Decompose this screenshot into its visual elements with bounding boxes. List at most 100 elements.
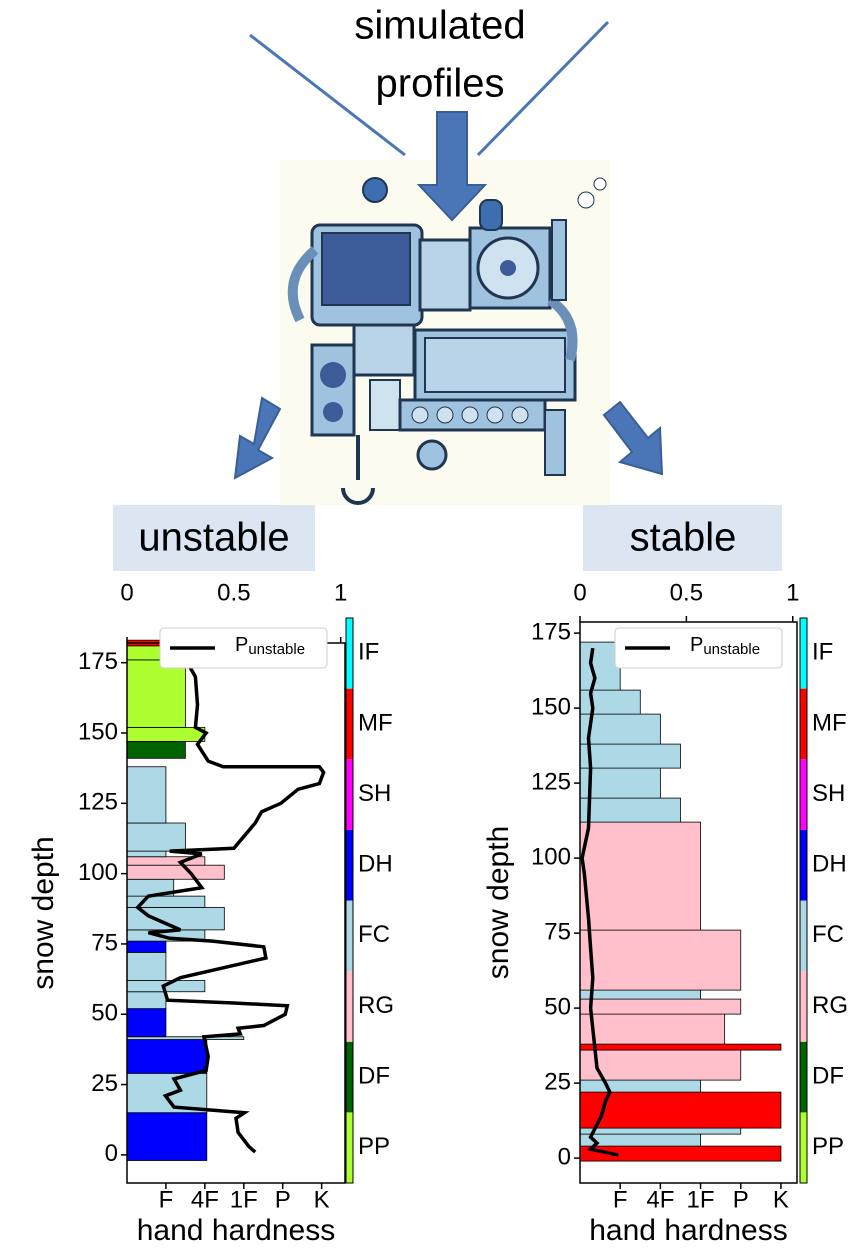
x-axis-label: hand hardness	[589, 1214, 788, 1247]
layer-bar	[579, 1127, 742, 1135]
colorbar-label: SH	[358, 780, 391, 807]
layer-bar	[126, 659, 186, 728]
legend-main: P	[690, 634, 703, 656]
layer-bar	[579, 998, 742, 1015]
y-axis-label: snow depth	[482, 826, 515, 979]
y-tick-label: 100	[78, 859, 118, 886]
y-tick-label: 100	[531, 843, 571, 870]
layer-bar	[579, 641, 621, 691]
arrow	[416, 111, 488, 222]
legend-main: P	[235, 634, 248, 656]
layer-bar	[126, 864, 225, 880]
colorbar-segment	[800, 900, 807, 972]
colorbar-frame	[799, 617, 808, 1184]
colorbar-label: MF	[358, 709, 393, 736]
x-tick-label: 1F	[230, 1186, 258, 1213]
colorbar-frame	[345, 617, 354, 1184]
layer-bar	[126, 951, 167, 981]
colorbar-label: DF	[358, 1062, 390, 1089]
layer-bar	[126, 991, 167, 1010]
colorbar-segment	[800, 829, 807, 901]
layer-bar	[579, 929, 742, 991]
colorbar-label: RG	[358, 992, 394, 1019]
colorbar-label: MF	[812, 709, 847, 736]
colorbar-label: FC	[812, 921, 844, 948]
x-tick-label: 1F	[687, 1186, 715, 1213]
x2-tick-label: 0	[120, 579, 133, 606]
x2-tick-label: 1	[786, 579, 799, 606]
layer-bar	[126, 1039, 208, 1074]
layer-bar	[579, 743, 681, 769]
layer-bar	[126, 741, 186, 759]
arrow	[602, 400, 664, 476]
colorbar-label: PP	[358, 1133, 390, 1160]
layer-bar	[579, 1049, 742, 1081]
colorbar-segment	[800, 1041, 807, 1113]
layer-bar	[126, 726, 206, 742]
colorbar-segment	[800, 971, 807, 1042]
colorbar-segment	[346, 900, 353, 972]
legend-label: Punstable	[235, 634, 305, 658]
x-tick-label: K	[773, 1186, 789, 1213]
layer-bar	[126, 940, 167, 953]
y-tick-label: 150	[531, 693, 571, 720]
title-box	[113, 505, 315, 571]
colorbar-segment	[346, 759, 353, 830]
chart-title: unstable	[138, 516, 289, 560]
title-line: profiles	[376, 62, 505, 106]
y-tick-label: 175	[531, 618, 571, 645]
x-tick-label: P	[733, 1186, 749, 1213]
y-axis-label: snow depth	[27, 836, 60, 989]
layer-bar	[579, 1091, 782, 1129]
colorbar-label: DF	[812, 1062, 844, 1089]
layer-bar	[579, 821, 701, 931]
x2-tick-label: 0	[573, 579, 586, 606]
y-tick-label: 150	[78, 718, 118, 745]
colorbar-label: PP	[812, 1133, 844, 1160]
colorbar-label: RG	[812, 992, 848, 1019]
arrow	[233, 396, 282, 480]
colorbar-label: FC	[358, 921, 390, 948]
x-tick-label: F	[159, 1186, 174, 1213]
y-tick-label: 175	[78, 648, 118, 675]
legend-sub: unstable	[248, 641, 305, 658]
y-tick-label: 50	[544, 993, 571, 1020]
x-tick-label: K	[314, 1186, 330, 1213]
colorbar-label: IF	[812, 639, 833, 666]
x2-tick-label: 0.5	[217, 579, 250, 606]
x-tick-label: F	[613, 1186, 628, 1213]
colorbar-segment	[800, 759, 807, 830]
pointer-line	[476, 20, 610, 157]
y-tick-label: 50	[91, 1000, 118, 1027]
layer-bar	[126, 850, 167, 858]
legend-label: Punstable	[690, 634, 760, 658]
colorbar-segment	[346, 1041, 353, 1113]
x-tick-label: P	[275, 1186, 291, 1213]
colorbar-segment	[346, 971, 353, 1042]
layer-bar	[579, 1013, 726, 1045]
x-tick-label: 4F	[191, 1186, 219, 1213]
colorbar-segment	[346, 688, 353, 760]
x2-tick-label: 1	[334, 579, 347, 606]
layer-bar	[126, 1112, 208, 1161]
x2-tick-label: 0.5	[670, 579, 703, 606]
colorbar-label: DH	[358, 851, 393, 878]
colorbar-segment	[800, 688, 807, 760]
colorbar-segment	[800, 1112, 807, 1183]
y-tick-label: 75	[91, 929, 118, 956]
colorbar-segment	[346, 618, 353, 689]
colorbar-segment	[800, 618, 807, 689]
y-tick-label: 75	[544, 918, 571, 945]
machine-illustration	[280, 160, 610, 505]
plot-frame	[579, 621, 798, 1184]
layer-bar	[579, 989, 701, 1000]
y-tick-label: 25	[91, 1070, 118, 1097]
title-line: simulated	[354, 4, 525, 48]
legend-box	[614, 627, 783, 669]
layer-bar	[579, 1079, 701, 1093]
chart-title: stable	[630, 516, 737, 560]
y-tick-label: 0	[558, 1143, 571, 1170]
colorbar-label: IF	[358, 639, 379, 666]
layer-bar	[126, 822, 186, 852]
